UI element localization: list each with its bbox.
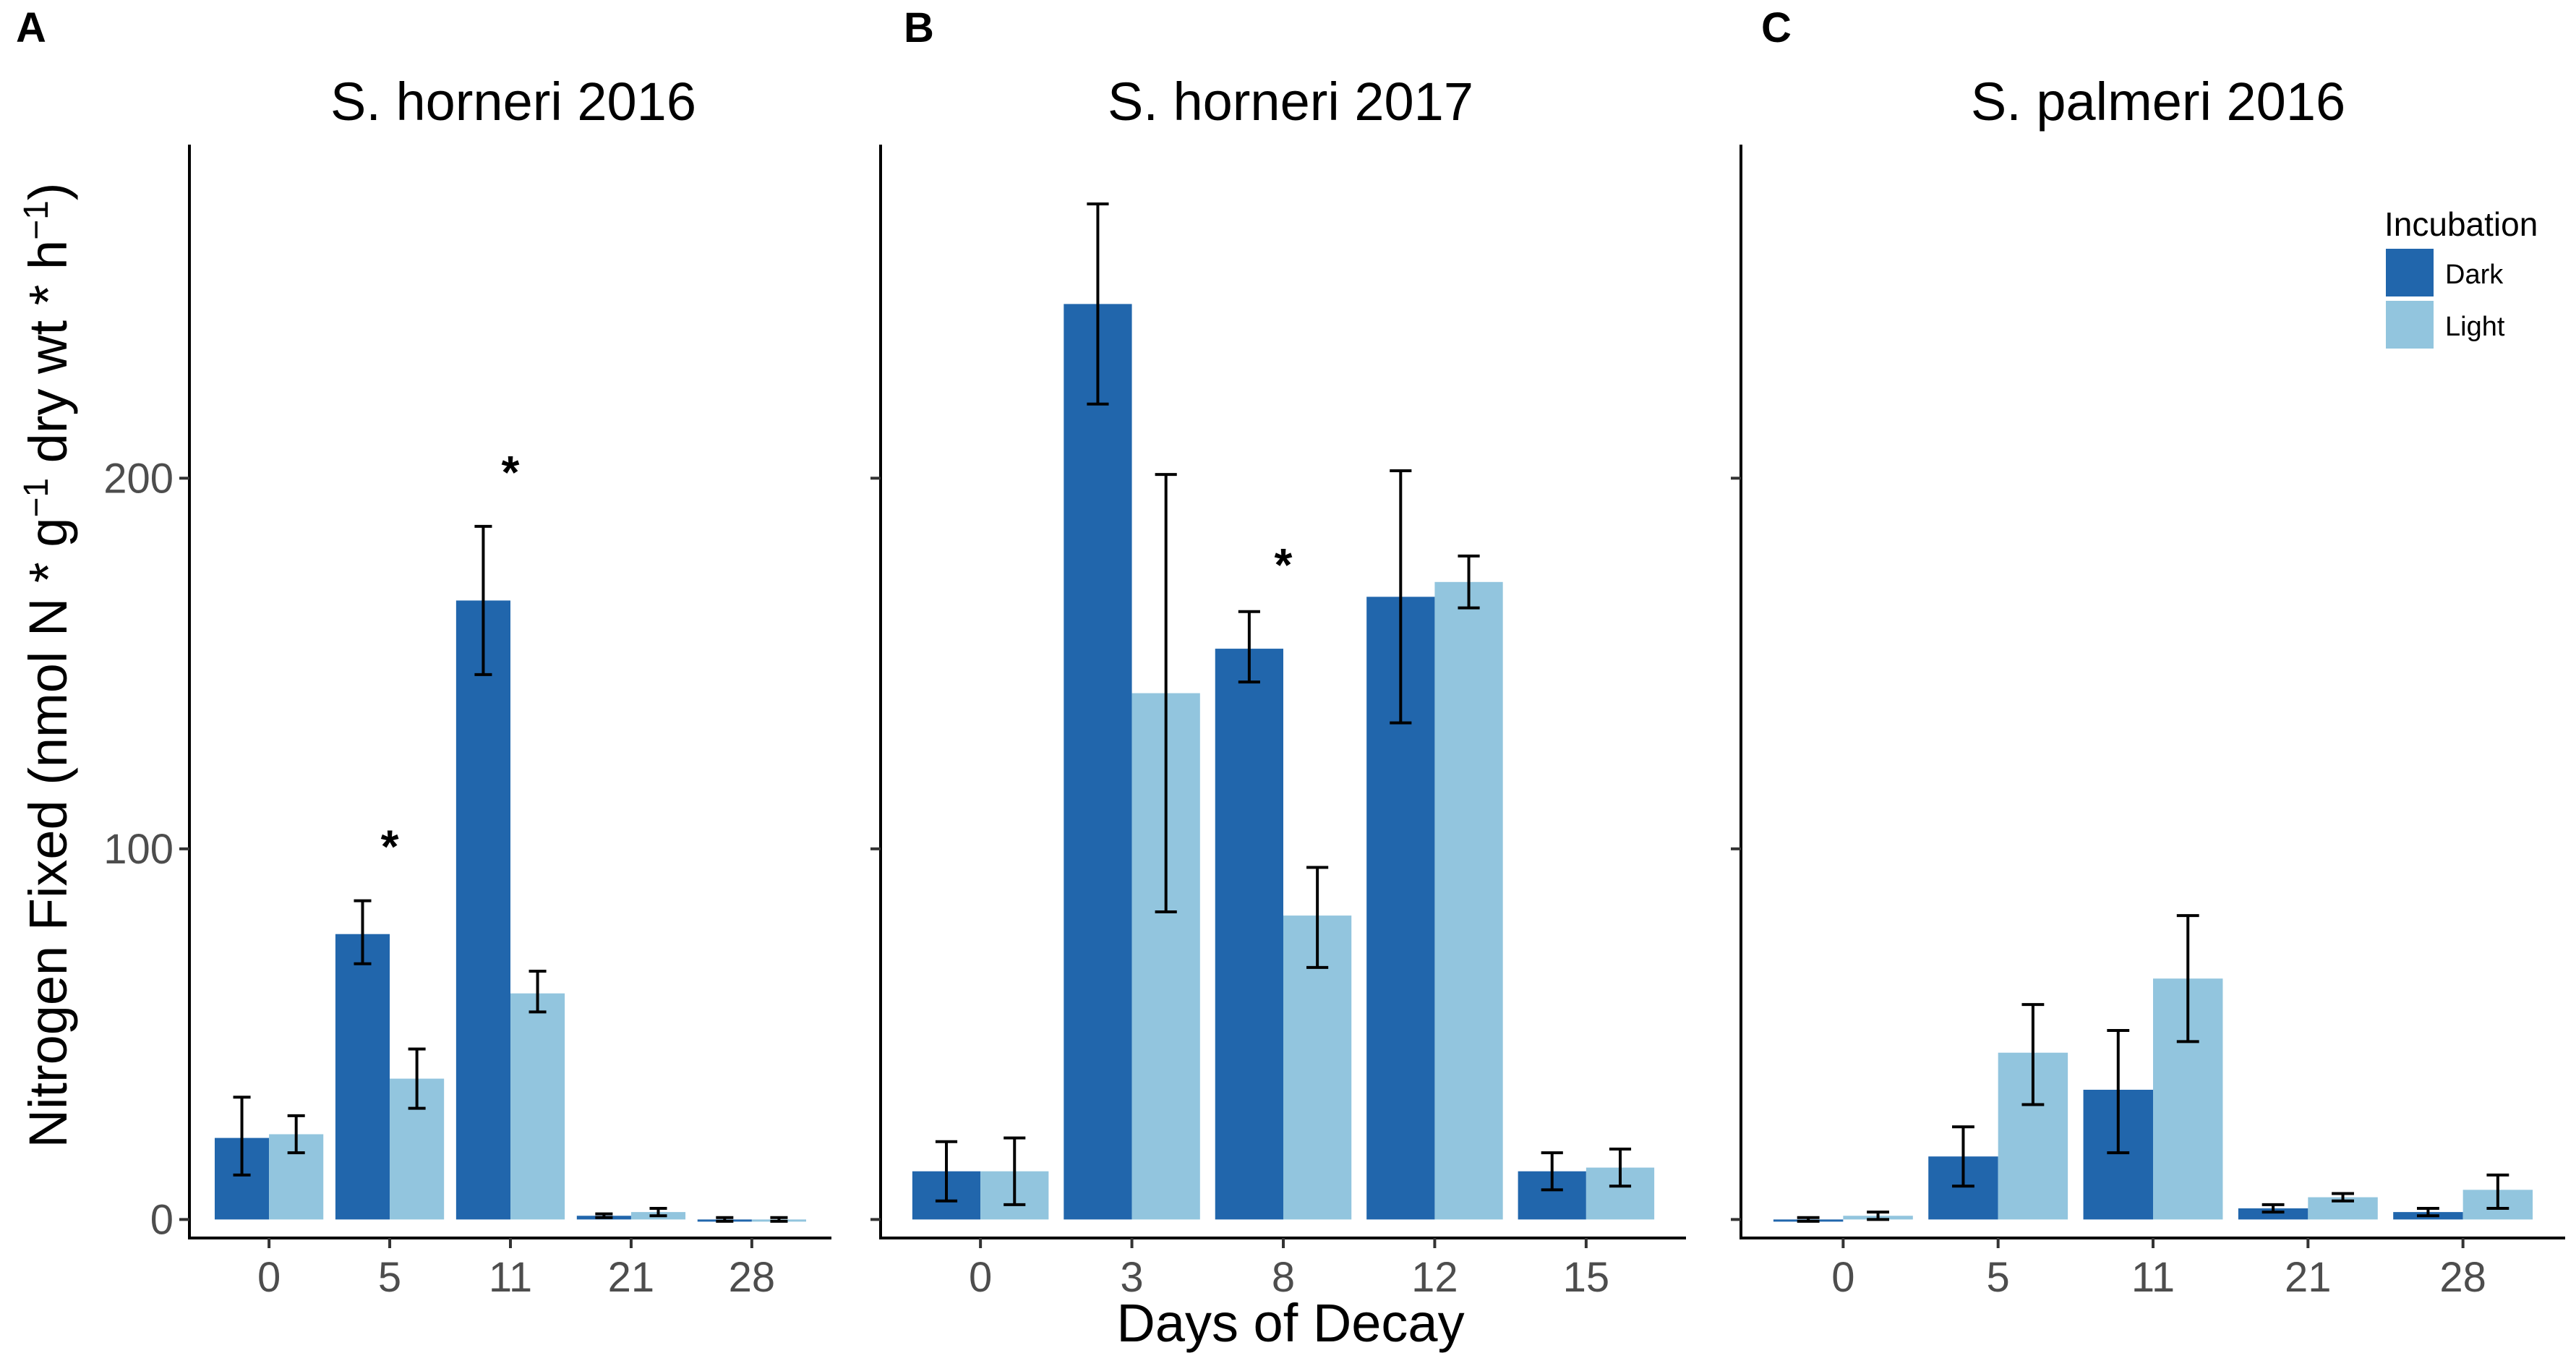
error-bar xyxy=(2262,1203,2285,1214)
x-tick-label: 12 xyxy=(1411,1254,1458,1301)
x-tick-label: 11 xyxy=(489,1254,532,1301)
x-tick-label: 11 xyxy=(2131,1254,2175,1301)
error-bar xyxy=(1390,469,1412,725)
x-tick-label: 28 xyxy=(2439,1254,2486,1301)
error-bar xyxy=(716,1216,734,1223)
x-tick-label: 0 xyxy=(969,1254,992,1301)
y-axis-title-part1: Nitrogen Fixed (nmol N * g xyxy=(18,518,78,1148)
error-bar xyxy=(595,1212,613,1219)
x-tick-label: 21 xyxy=(2285,1254,2332,1301)
y-axis-title: Nitrogen Fixed (nmol N * g−1 dry wt * h−… xyxy=(17,182,78,1148)
y-axis-title-part2: dry wt * h xyxy=(18,240,78,478)
panel-letter: C xyxy=(1761,4,1792,51)
significance-marker: * xyxy=(381,821,399,873)
panel-title: S. horneri 2017 xyxy=(1108,72,1473,132)
error-bar xyxy=(1541,1151,1563,1192)
x-tick-label: 0 xyxy=(257,1254,281,1301)
error-bar xyxy=(354,899,372,965)
error-bar xyxy=(1609,1147,1632,1188)
error-bar xyxy=(233,1096,251,1177)
error-bar xyxy=(1458,554,1480,610)
error-bar xyxy=(1087,202,1109,406)
error-bar xyxy=(2416,1206,2439,1218)
error-bar xyxy=(2486,1173,2509,1210)
error-bar xyxy=(1797,1216,1820,1223)
bar-light xyxy=(510,993,565,1220)
bar-dark xyxy=(1064,304,1132,1220)
panel-letter: A xyxy=(16,4,46,51)
error-bar xyxy=(935,1140,958,1203)
x-tick-label: 0 xyxy=(1831,1254,1854,1301)
error-bar xyxy=(1867,1211,1890,1221)
error-bar xyxy=(1155,473,1177,913)
bar-dark xyxy=(335,934,390,1220)
bar-light xyxy=(1434,581,1503,1220)
x-tick-label: 5 xyxy=(378,1254,401,1301)
legend-swatch-dark xyxy=(2386,249,2434,296)
legend-label-dark: Dark xyxy=(2445,260,2504,290)
legend-label-light: Light xyxy=(2445,312,2505,342)
error-bar xyxy=(2176,914,2199,1043)
error-bar xyxy=(649,1206,667,1218)
panel-letter: B xyxy=(904,4,934,51)
panel-b: B S. horneri 2017 0 3 8 12 15 * xyxy=(870,4,1686,1301)
legend-title: Incubation xyxy=(2384,205,2538,243)
error-bar xyxy=(1306,866,1329,969)
legend-swatch-light xyxy=(2386,301,2434,349)
significance-marker: * xyxy=(1275,539,1293,591)
error-bar xyxy=(474,524,492,676)
y-axis-title-sup1: −1 xyxy=(17,478,56,518)
error-bar xyxy=(287,1114,305,1155)
panel-c: C S. palmeri 2016 0 5 11 21 28 xyxy=(1731,4,2565,1301)
y-axis-title-sup2: −1 xyxy=(17,200,56,240)
error-bar xyxy=(2021,1003,2045,1106)
error-bar xyxy=(2107,1028,2130,1155)
x-tick-label: 15 xyxy=(1563,1254,1610,1301)
bar-dark xyxy=(1215,649,1283,1220)
y-axis-title-part3: ) xyxy=(18,182,78,200)
error-bar xyxy=(2332,1192,2354,1203)
significance-marker: * xyxy=(502,446,520,498)
error-bar xyxy=(1238,610,1260,684)
x-tick-label: 3 xyxy=(1120,1254,1143,1301)
error-bar xyxy=(529,969,547,1014)
x-tick-label: 21 xyxy=(608,1254,655,1301)
y-tick-label: 0 xyxy=(150,1196,174,1243)
y-tick-label: 200 xyxy=(103,455,174,502)
panel-title: S. palmeri 2016 xyxy=(1971,72,2345,132)
x-tick-label: 8 xyxy=(1272,1254,1295,1301)
legend: Incubation Dark Light xyxy=(2384,205,2538,349)
error-bar xyxy=(770,1216,788,1223)
x-tick-label: 5 xyxy=(1987,1254,2010,1301)
y-tick-label: 100 xyxy=(103,826,174,873)
panels: A S. horneri 2016 0 100 200 0 5 11 21 28 * * B S. hor… xyxy=(16,4,2565,1301)
bar-dark xyxy=(455,600,510,1220)
x-axis-title: Days of Decay xyxy=(1116,1293,1464,1353)
panel-a: A S. horneri 2016 0 100 200 0 5 11 21 28 * * xyxy=(16,4,831,1301)
panel-title: S. horneri 2016 xyxy=(330,72,696,132)
error-bar xyxy=(408,1047,426,1110)
bar-dark xyxy=(2238,1208,2308,1220)
x-tick-label: 28 xyxy=(729,1254,776,1301)
error-bar xyxy=(1004,1136,1026,1206)
error-bar xyxy=(1952,1125,1974,1188)
